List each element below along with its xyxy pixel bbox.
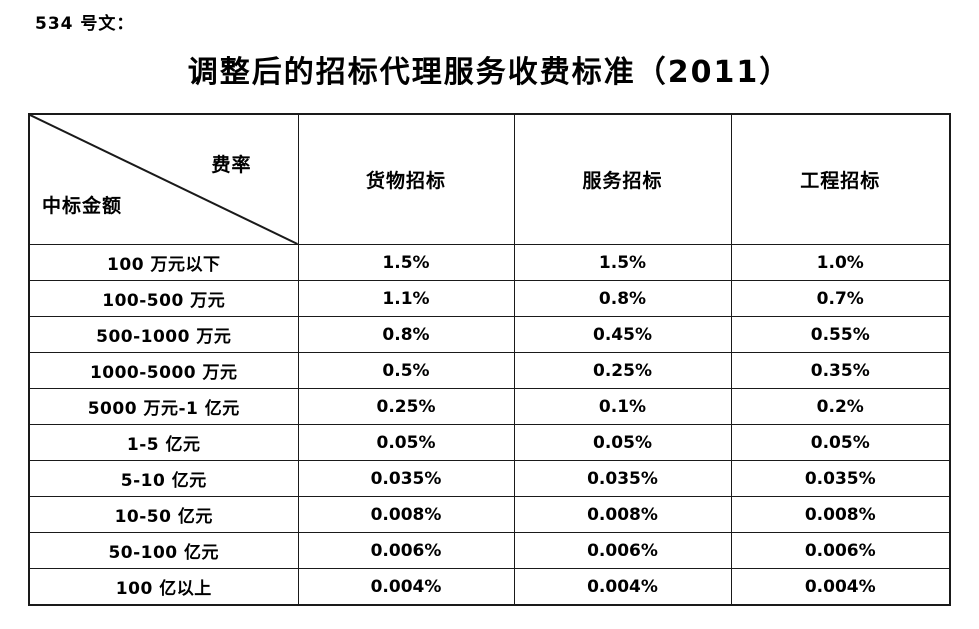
value-cell: 0.45% bbox=[513, 316, 732, 353]
row-label: 100 万元以下 bbox=[28, 244, 299, 281]
value-cell: 0.008% bbox=[513, 496, 732, 533]
column-header-services: 服务招标 bbox=[513, 113, 732, 245]
column-header-engineering: 工程招标 bbox=[730, 113, 951, 245]
value-cell: 0.05% bbox=[730, 424, 951, 461]
value-cell: 0.55% bbox=[730, 316, 951, 353]
value-cell: 0.006% bbox=[513, 532, 732, 569]
value-cell: 0.35% bbox=[730, 352, 951, 389]
value-cell: 0.006% bbox=[297, 532, 515, 569]
value-cell: 0.035% bbox=[297, 460, 515, 497]
value-cell: 0.035% bbox=[513, 460, 732, 497]
corner-header-cell: 费率 中标金额 bbox=[28, 113, 299, 245]
header-row: 费率 中标金额 货物招标 服务招标 工程招标 bbox=[28, 113, 951, 245]
table-row: 100 亿以上 0.004% 0.004% 0.004% bbox=[28, 568, 951, 606]
table-row: 1000-5000 万元 0.5% 0.25% 0.35% bbox=[28, 352, 951, 389]
row-label: 5000 万元-1 亿元 bbox=[28, 388, 299, 425]
column-header-goods: 货物招标 bbox=[297, 113, 515, 245]
row-label: 1000-5000 万元 bbox=[28, 352, 299, 389]
row-label: 50-100 亿元 bbox=[28, 532, 299, 569]
value-cell: 1.0% bbox=[730, 244, 951, 281]
corner-label-rate: 费率 bbox=[211, 154, 252, 176]
value-cell: 0.008% bbox=[730, 496, 951, 533]
value-cell: 1.5% bbox=[297, 244, 515, 281]
value-cell: 0.5% bbox=[297, 352, 515, 389]
value-cell: 0.006% bbox=[730, 532, 951, 569]
table-row: 5-10 亿元 0.035% 0.035% 0.035% bbox=[28, 460, 951, 497]
doc-number: 534 号文： bbox=[35, 14, 135, 34]
table-row: 1-5 亿元 0.05% 0.05% 0.05% bbox=[28, 424, 951, 461]
value-cell: 0.1% bbox=[513, 388, 732, 425]
diagonal-line bbox=[30, 115, 298, 244]
table-row: 100 万元以下 1.5% 1.5% 1.0% bbox=[28, 244, 951, 281]
table-row: 100-500 万元 1.1% 0.8% 0.7% bbox=[28, 280, 951, 317]
page-title: 调整后的招标代理服务收费标准（2011） bbox=[187, 55, 792, 90]
table-row: 10-50 亿元 0.008% 0.008% 0.008% bbox=[28, 496, 951, 533]
value-cell: 0.25% bbox=[297, 388, 515, 425]
value-cell: 1.1% bbox=[297, 280, 515, 317]
row-label: 5-10 亿元 bbox=[28, 460, 299, 497]
corner-label-amount: 中标金额 bbox=[42, 195, 123, 217]
table-row: 5000 万元-1 亿元 0.25% 0.1% 0.2% bbox=[28, 388, 951, 425]
row-label: 100 亿以上 bbox=[28, 568, 299, 606]
table-row: 500-1000 万元 0.8% 0.45% 0.55% bbox=[28, 316, 951, 353]
value-cell: 0.8% bbox=[297, 316, 515, 353]
value-cell: 1.5% bbox=[513, 244, 732, 281]
value-cell: 0.05% bbox=[297, 424, 515, 461]
table-row: 50-100 亿元 0.006% 0.006% 0.006% bbox=[28, 532, 951, 569]
value-cell: 0.004% bbox=[513, 568, 732, 606]
value-cell: 0.008% bbox=[297, 496, 515, 533]
value-cell: 0.2% bbox=[730, 388, 951, 425]
value-cell: 0.004% bbox=[297, 568, 515, 606]
row-label: 1-5 亿元 bbox=[28, 424, 299, 461]
fee-table: 费率 中标金额 货物招标 服务招标 工程招标 100 万元以下 1.5% 1.5… bbox=[28, 113, 951, 606]
value-cell: 0.25% bbox=[513, 352, 732, 389]
value-cell: 0.7% bbox=[730, 280, 951, 317]
value-cell: 0.05% bbox=[513, 424, 732, 461]
row-label: 100-500 万元 bbox=[28, 280, 299, 317]
value-cell: 0.004% bbox=[730, 568, 951, 606]
value-cell: 0.8% bbox=[513, 280, 732, 317]
row-label: 10-50 亿元 bbox=[28, 496, 299, 533]
value-cell: 0.035% bbox=[730, 460, 951, 497]
row-label: 500-1000 万元 bbox=[28, 316, 299, 353]
